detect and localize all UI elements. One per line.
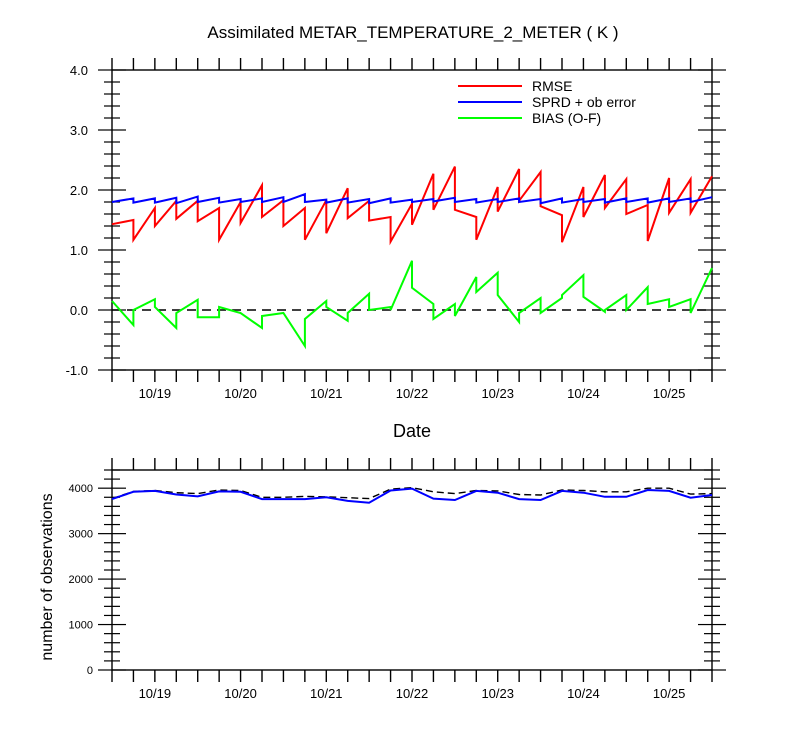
y-axis-label-observations: number of observations: [39, 493, 56, 660]
series-bias-o-f--line: [111, 260, 713, 350]
y-tick-label-obs: 0: [87, 665, 93, 677]
series-sprd-ob-error-line: [111, 192, 713, 205]
x-tick-label-10-19: 10/19: [139, 686, 172, 701]
x-tick-label-10-24: 10/24: [567, 386, 600, 401]
series-rmse-line: [111, 166, 713, 246]
x-tick-label-10-19: 10/19: [139, 386, 172, 401]
series-obs-0-line: [111, 486, 713, 500]
x-tick-label-10-25: 10/25: [653, 386, 686, 401]
y-tick-label: -1.0: [66, 363, 88, 378]
y-tick-label: 3.0: [70, 123, 88, 138]
y-tick-label-obs: 1000: [69, 620, 93, 632]
y-tick-label: 1.0: [70, 243, 88, 258]
y-tick-label: 2.0: [70, 183, 88, 198]
x-tick-label-10-22: 10/22: [396, 386, 429, 401]
chart-title: Assimilated METAR_TEMPERATURE_2_METER ( …: [207, 23, 618, 42]
x-tick-label-10-22: 10/22: [396, 686, 429, 701]
legend-label-0: RMSE: [532, 78, 572, 94]
y-tick-label: 4.0: [70, 63, 88, 78]
y-tick-label-obs: 4000: [69, 483, 93, 495]
y-tick-label: 0.0: [70, 303, 88, 318]
x-tick-label-10-23: 10/23: [481, 686, 514, 701]
plot-frame: [111, 469, 713, 671]
x-axis-label: Date: [393, 421, 431, 441]
series-obs-1-line: [111, 487, 713, 504]
x-tick-label-10-21: 10/21: [310, 386, 343, 401]
legend-label-1: SPRD + ob error: [532, 94, 636, 110]
x-tick-label-10-21: 10/21: [310, 686, 343, 701]
x-tick-label-10-25: 10/25: [653, 686, 686, 701]
legend-label-2: BIAS (O-F): [532, 110, 601, 126]
x-tick-label-10-20: 10/20: [224, 386, 257, 401]
y-tick-label-obs: 3000: [69, 529, 93, 541]
y-tick-label-obs: 2000: [69, 574, 93, 586]
x-tick-label-10-20: 10/20: [224, 686, 257, 701]
x-tick-label-10-23: 10/23: [481, 386, 514, 401]
x-tick-label-10-24: 10/24: [567, 686, 600, 701]
